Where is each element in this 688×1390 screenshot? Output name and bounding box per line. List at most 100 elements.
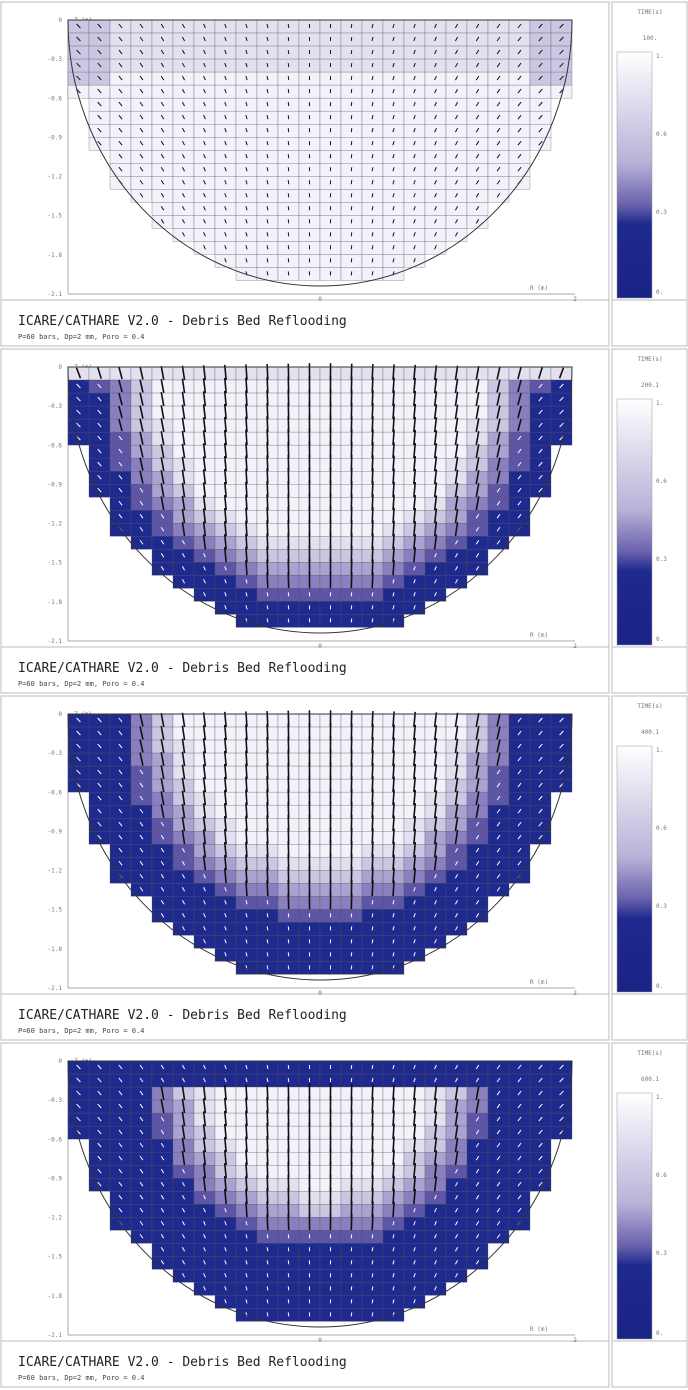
- vector: [392, 154, 395, 159]
- vector: [392, 789, 395, 807]
- vector: [413, 88, 416, 94]
- vector: [202, 482, 207, 498]
- vector: [245, 750, 248, 768]
- y-tick-label: -2.1: [48, 1332, 63, 1339]
- vector: [475, 36, 480, 42]
- vector: [392, 416, 395, 434]
- vector: [202, 1176, 207, 1192]
- vector: [496, 1090, 501, 1096]
- vector: [559, 717, 564, 723]
- vector: [287, 1234, 290, 1239]
- vector: [454, 913, 459, 918]
- vector: [434, 193, 437, 198]
- vector: [434, 1286, 437, 1291]
- vector: [181, 430, 186, 446]
- vector: [224, 206, 227, 211]
- vector: [223, 1175, 228, 1193]
- vector: [224, 1208, 227, 1213]
- vector: [224, 1247, 227, 1252]
- vector: [181, 712, 186, 728]
- vector: [392, 802, 395, 820]
- vector: [203, 1273, 206, 1278]
- vector: [160, 847, 165, 853]
- vector: [139, 769, 144, 775]
- vector: [160, 114, 165, 120]
- vector: [203, 579, 206, 584]
- vector: [371, 141, 374, 146]
- vector: [454, 114, 459, 120]
- colorbar: [616, 1092, 653, 1340]
- vector: [139, 782, 144, 788]
- vector: [181, 88, 186, 94]
- vector: [245, 900, 248, 905]
- vector: [392, 245, 395, 250]
- vector: [287, 115, 290, 120]
- vector: [181, 166, 186, 172]
- vector: [413, 180, 416, 185]
- vector: [392, 167, 395, 172]
- vector: [223, 724, 228, 742]
- vector: [538, 422, 543, 428]
- vector: [433, 855, 438, 872]
- vector: [434, 887, 437, 892]
- vector: [392, 776, 395, 794]
- vector: [203, 114, 206, 120]
- vector: [202, 378, 207, 394]
- vector: [245, 258, 248, 263]
- vector: [350, 1299, 353, 1304]
- vector: [392, 101, 395, 107]
- vector: [118, 1168, 123, 1174]
- vector: [517, 1103, 522, 1109]
- vector: [224, 101, 227, 107]
- vector: [202, 404, 207, 420]
- vector: [203, 1286, 206, 1291]
- vector: [350, 1273, 353, 1278]
- vector: [475, 365, 480, 381]
- vector: [160, 1194, 165, 1200]
- vector: [202, 430, 207, 446]
- colorbar-tick-label: 1.: [656, 1094, 663, 1101]
- vector: [97, 461, 102, 467]
- vector: [202, 469, 207, 485]
- y-tick-label: -1.2: [48, 1215, 63, 1222]
- y-tick-label: -1.2: [48, 174, 63, 181]
- vector: [517, 1116, 522, 1122]
- vector: [392, 926, 395, 931]
- vector: [202, 365, 207, 381]
- vector: [454, 1064, 459, 1070]
- vector: [412, 547, 417, 564]
- y-tick-label: -0.6: [48, 1136, 63, 1143]
- vector: [475, 405, 480, 420]
- vector: [181, 1247, 186, 1252]
- vector: [371, 258, 374, 263]
- vector: [139, 444, 144, 458]
- vector: [413, 36, 416, 42]
- vector: [181, 114, 186, 120]
- vector: [266, 258, 269, 263]
- vector: [266, 1234, 269, 1239]
- vector: [371, 271, 374, 276]
- vector: [538, 1090, 543, 1096]
- vector: [454, 404, 459, 420]
- vector: [139, 166, 144, 172]
- vector: [181, 764, 186, 780]
- time-value: 100.: [643, 35, 657, 42]
- vector: [97, 795, 102, 801]
- vector: [434, 1194, 437, 1200]
- vector: [245, 1077, 248, 1083]
- vector: [433, 1085, 438, 1101]
- vector: [433, 738, 438, 754]
- vector: [139, 153, 144, 159]
- vector: [160, 900, 165, 905]
- vector: [118, 62, 123, 68]
- vector: [203, 167, 206, 172]
- vector: [287, 23, 290, 29]
- vector: [475, 1168, 480, 1174]
- vector: [266, 939, 269, 944]
- vector: [202, 417, 207, 433]
- vector: [496, 444, 501, 458]
- vector: [559, 1077, 564, 1083]
- y-tick-label: -0.9: [48, 1175, 63, 1182]
- vector: [245, 206, 248, 211]
- vector: [496, 1168, 501, 1174]
